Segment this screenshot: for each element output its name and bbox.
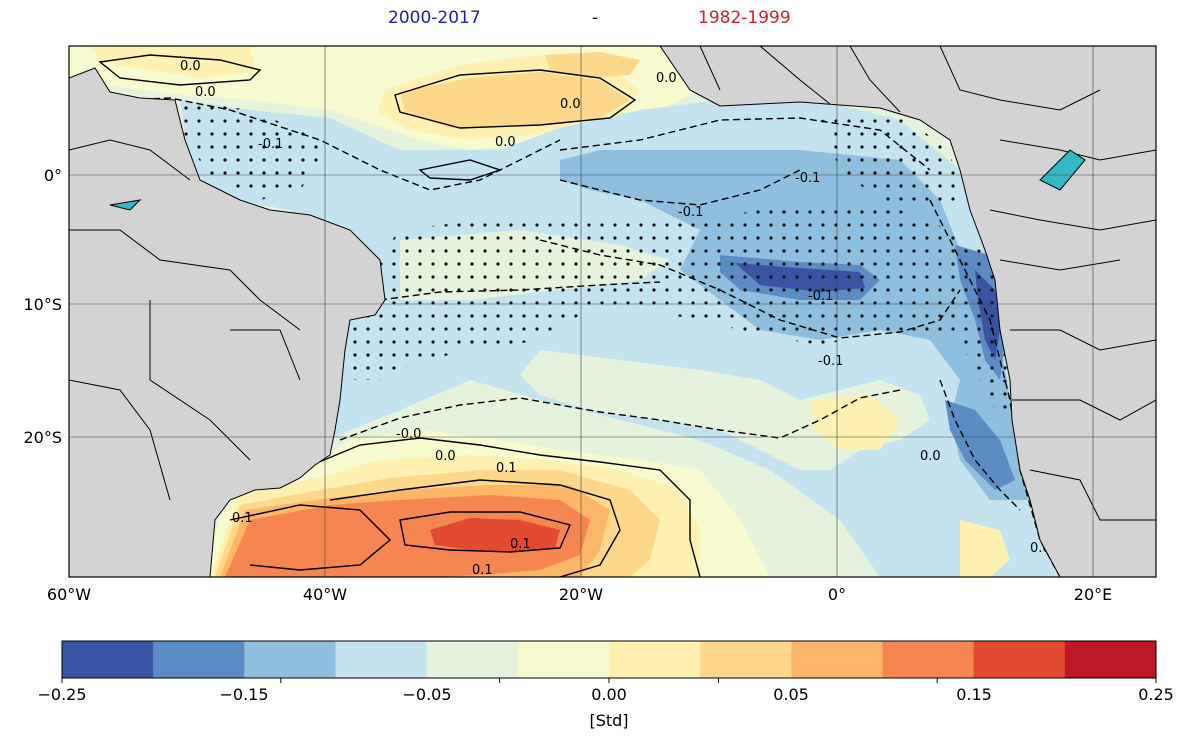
contour-lines <box>98 54 1061 577</box>
lon-tick-label: 40°W <box>303 585 347 604</box>
lon-tick-label: 20°E <box>1074 585 1112 604</box>
contour-label: 0.1 <box>510 537 531 552</box>
colorbar-swatch <box>882 641 975 678</box>
title-period-recent: 2000-2017 <box>388 8 481 28</box>
colorbar-tick-label: 0.05 <box>773 685 809 704</box>
anomaly-zone <box>960 520 1010 577</box>
colorbar-tick-label: −0.15 <box>219 685 268 704</box>
lat-tick-label: 0° <box>44 166 62 185</box>
contour-label: 0.0 <box>180 59 201 74</box>
colorbar-swatch <box>62 641 154 678</box>
colorbar-swatch <box>791 641 883 678</box>
anomaly-zone <box>400 72 630 128</box>
lat-tick-label: 10°S <box>23 295 62 314</box>
colorbar-swatch <box>1064 641 1157 678</box>
colorbar-swatch <box>244 641 336 678</box>
colorbar-swatch <box>153 641 245 678</box>
title-period-past: 1982-1999 <box>698 8 791 28</box>
significance-stippling <box>820 115 960 210</box>
lon-tick-label: 60°W <box>47 585 91 604</box>
anomaly-zone <box>225 495 590 577</box>
land-south-america <box>69 67 386 577</box>
lat-tick-label: 20°S <box>23 428 62 447</box>
colorbar-tick-label: 0.00 <box>591 685 627 704</box>
colorbar-tick-label: 0.15 <box>956 685 992 704</box>
lon-tick-label: 0° <box>828 585 846 604</box>
anomaly-zone <box>545 52 640 78</box>
contour-label: -0.1 <box>258 137 283 152</box>
contour-label: 0.0 <box>920 449 941 464</box>
map-frame <box>68 45 1157 578</box>
contour-label: -0.1 <box>678 205 703 220</box>
contour-label: -0.1 <box>795 171 820 186</box>
land-africa <box>659 46 1156 577</box>
colorbar: −0.25 −0.15 −0.05 0.00 0.05 0.15 0.25 [S… <box>37 640 1174 730</box>
colorbar-unit-label: [Std] <box>589 711 628 730</box>
coastal-feature <box>1039 149 1086 191</box>
title-operator: - <box>592 8 599 28</box>
contour-label: 0.0 <box>495 135 516 150</box>
border-lines <box>69 139 301 501</box>
colorbar-tick-label: −0.05 <box>402 685 451 704</box>
contour-label: -0.1 <box>808 289 833 304</box>
colorbar-swatch <box>973 641 1066 678</box>
colorbar-swatch <box>700 641 792 678</box>
map-panel: 0.0 0.0 0.0 0.0 0.0 -0.1 -0.1 -0.1 -0.1 … <box>69 46 1156 578</box>
anomaly-zone <box>945 400 1015 490</box>
colorbar-swatch <box>609 641 701 678</box>
anomaly-zone <box>90 46 255 78</box>
contour-label: 0.1 <box>496 461 517 476</box>
contour-label: -0.0 <box>396 427 421 442</box>
contour-label: 0.0 <box>195 85 216 100</box>
gridlines <box>69 46 1156 577</box>
colorbar-swatch <box>517 641 610 678</box>
contour-label: -0.1 <box>818 354 843 369</box>
colorbar-tick-label: −0.25 <box>37 685 86 704</box>
colorbar-swatch <box>335 641 428 678</box>
contour-label: 0.1 <box>472 563 493 578</box>
contour-label: 0.0 <box>560 97 581 112</box>
coastal-feature <box>109 199 142 211</box>
colorbar-swatch <box>426 641 519 678</box>
lon-tick-label: 20°W <box>559 585 603 604</box>
colorbar-tick-label: 0.25 <box>1138 685 1174 704</box>
border-lines <box>699 46 1156 521</box>
contour-label: 0.0 <box>656 71 677 86</box>
contour-label: 0.1 <box>232 511 253 526</box>
significance-stippling <box>340 200 1015 420</box>
contour-label: 0.0 <box>435 449 456 464</box>
anomaly-zone <box>810 395 900 450</box>
anomaly-zone <box>430 518 560 552</box>
